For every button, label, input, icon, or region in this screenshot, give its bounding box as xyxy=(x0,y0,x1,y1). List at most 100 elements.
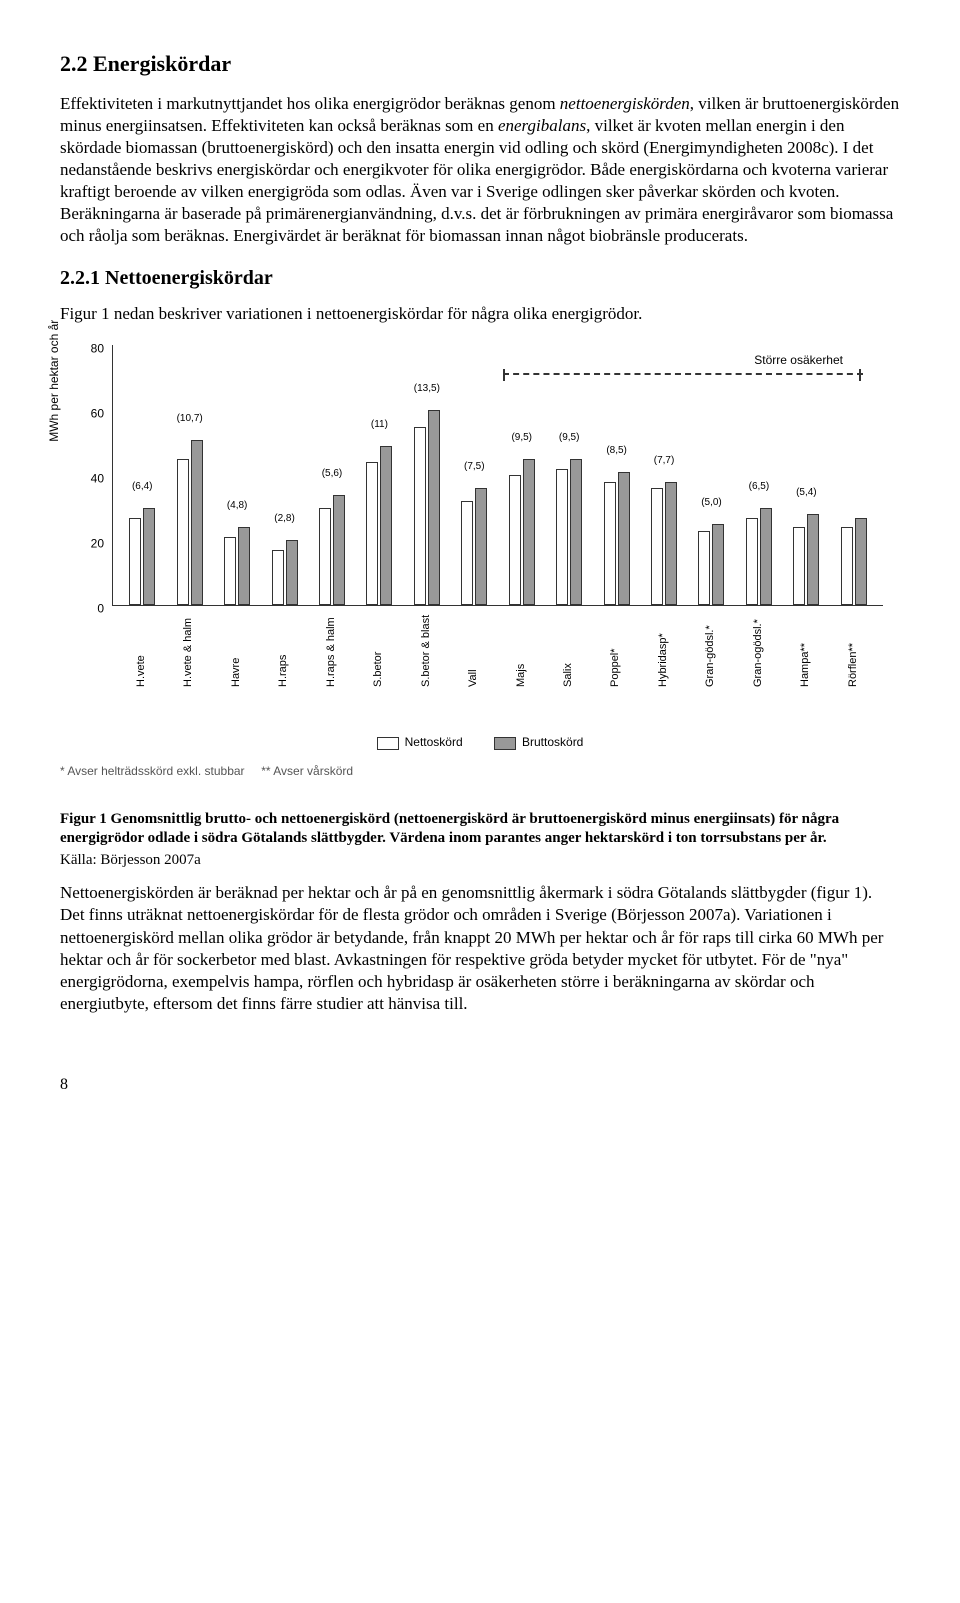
term-nettoenergi: nettoenergiskörden xyxy=(560,94,690,113)
bar-brutto xyxy=(143,508,155,606)
x-axis-label: H.vete & halm xyxy=(167,607,209,687)
p1-e: , vilket är kvoten mellan energin i den … xyxy=(60,116,893,245)
bar-group: (7,5) xyxy=(453,345,495,605)
bar-brutto xyxy=(618,472,630,605)
body-paragraph-1: Effektiviteten i markutnyttjandet hos ol… xyxy=(60,93,900,248)
bar-group: (5,6) xyxy=(311,345,353,605)
plot-area: Större osäkerhet (6,4)(10,7)(4,8)(2,8)(5… xyxy=(112,345,883,606)
x-axis-label: Vall xyxy=(452,607,494,687)
bar-brutto xyxy=(665,482,677,606)
bar-brutto xyxy=(380,446,392,605)
bar-netto xyxy=(272,550,284,605)
bar-netto xyxy=(509,475,521,605)
bar-netto xyxy=(841,527,853,605)
bar-group: (10,7) xyxy=(168,345,210,605)
bar-value-label: (13,5) xyxy=(414,382,440,395)
bar-group: (13,5) xyxy=(406,345,448,605)
bar-brutto xyxy=(807,514,819,605)
bar-netto xyxy=(224,537,236,605)
bar-brutto xyxy=(191,440,203,606)
bar-value-label: (5,6) xyxy=(322,467,343,480)
bar-group: (6,5) xyxy=(738,345,780,605)
legend-box-netto xyxy=(377,737,399,750)
bar-brutto xyxy=(428,410,440,605)
subsection-heading: 2.2.1 Nettoenergiskördar xyxy=(60,265,900,291)
bar-brutto xyxy=(760,508,772,606)
bar-brutto xyxy=(523,459,535,605)
p1-a: Effektiviteten i markutnyttjandet hos ol… xyxy=(60,94,560,113)
bar-group: (5,0) xyxy=(690,345,732,605)
bar-brutto xyxy=(333,495,345,606)
bar-group: (2,8) xyxy=(263,345,305,605)
note-1: * Avser helträdsskörd exkl. stubbar xyxy=(60,764,245,778)
bar-group: (11) xyxy=(358,345,400,605)
bar-brutto xyxy=(286,540,298,605)
bar-netto xyxy=(793,527,805,605)
x-axis-label: Havre xyxy=(215,607,257,687)
chart-legend: Nettoskörd Bruttoskörd xyxy=(60,735,900,754)
bar-netto xyxy=(414,427,426,606)
bar-brutto xyxy=(712,524,724,605)
y-tick: 40 xyxy=(91,472,104,479)
bar-value-label: (7,7) xyxy=(654,454,675,467)
legend-label-netto: Nettoskörd xyxy=(405,735,463,751)
x-axis-label: Gran-ogödsl.* xyxy=(737,607,779,687)
y-tick: 20 xyxy=(91,537,104,544)
bar-group: (9,5) xyxy=(548,345,590,605)
bar-group: (5,4) xyxy=(785,345,827,605)
bar-netto xyxy=(556,469,568,606)
bar-value-label: (9,5) xyxy=(559,431,580,444)
bar-value-label: (8,5) xyxy=(606,444,627,457)
bar-value-label: (6,5) xyxy=(749,480,770,493)
x-axis-label: Hampa** xyxy=(784,607,826,687)
bar-group xyxy=(833,345,875,605)
bar-netto xyxy=(366,462,378,605)
bar-value-label: (10,7) xyxy=(177,412,203,425)
bar-group: (7,7) xyxy=(643,345,685,605)
bar-netto xyxy=(651,488,663,605)
x-axis-label: H.raps & halm xyxy=(310,607,352,687)
y-tick: 0 xyxy=(97,602,104,609)
x-axis-label: Salix xyxy=(547,607,589,687)
x-axis-label: Hybridasp* xyxy=(642,607,684,687)
x-axis-label: Rörflen** xyxy=(832,607,874,687)
y-tick: 60 xyxy=(91,407,104,414)
y-tick: 80 xyxy=(91,342,104,349)
bar-netto xyxy=(698,531,710,606)
section-heading: 2.2 Energiskördar xyxy=(60,50,900,79)
bar-value-label: (4,8) xyxy=(227,499,248,512)
x-axis-label: Poppel* xyxy=(594,607,636,687)
bar-brutto xyxy=(475,488,487,605)
bar-value-label: (5,4) xyxy=(796,486,817,499)
bar-netto xyxy=(604,482,616,606)
bar-value-label: (2,8) xyxy=(274,512,295,525)
bar-netto xyxy=(461,501,473,605)
bar-group: (9,5) xyxy=(501,345,543,605)
bar-netto xyxy=(129,518,141,606)
bar-brutto xyxy=(570,459,582,605)
body-paragraph-2: Figur 1 nedan beskriver variationen i ne… xyxy=(60,303,900,325)
legend-label-brutto: Bruttoskörd xyxy=(522,735,583,751)
note-2: ** Avser vårskörd xyxy=(261,764,353,778)
x-axis-label: Gran-gödsl.* xyxy=(689,607,731,687)
y-axis-label: MWh per hektar och år xyxy=(47,320,63,442)
chart-footnotes: * Avser helträdsskörd exkl. stubbar ** A… xyxy=(60,764,900,780)
x-axis-label: H.raps xyxy=(262,607,304,687)
bar-value-label: (5,0) xyxy=(701,496,722,509)
bar-netto xyxy=(746,518,758,606)
bar-brutto xyxy=(238,527,250,605)
bar-netto xyxy=(177,459,189,605)
bar-value-label: (7,5) xyxy=(464,460,485,473)
body-paragraph-3: Nettoenergiskörden är beräknad per hekta… xyxy=(60,882,900,1015)
term-energibalans: energibalans xyxy=(498,116,586,135)
bar-netto xyxy=(319,508,331,606)
figure-caption: Figur 1 Genomsnittlig brutto- och nettoe… xyxy=(60,810,900,849)
bar-brutto xyxy=(855,518,867,606)
x-axis-label: H.vete xyxy=(120,607,162,687)
bar-chart: MWh per hektar och år 020406080 Större o… xyxy=(60,345,900,779)
x-axis-label: S.betor xyxy=(357,607,399,687)
figure-source: Källa: Börjesson 2007a xyxy=(60,851,900,871)
bar-value-label: (11) xyxy=(371,418,388,431)
page-number: 8 xyxy=(60,1075,900,1096)
bar-group: (6,4) xyxy=(121,345,163,605)
